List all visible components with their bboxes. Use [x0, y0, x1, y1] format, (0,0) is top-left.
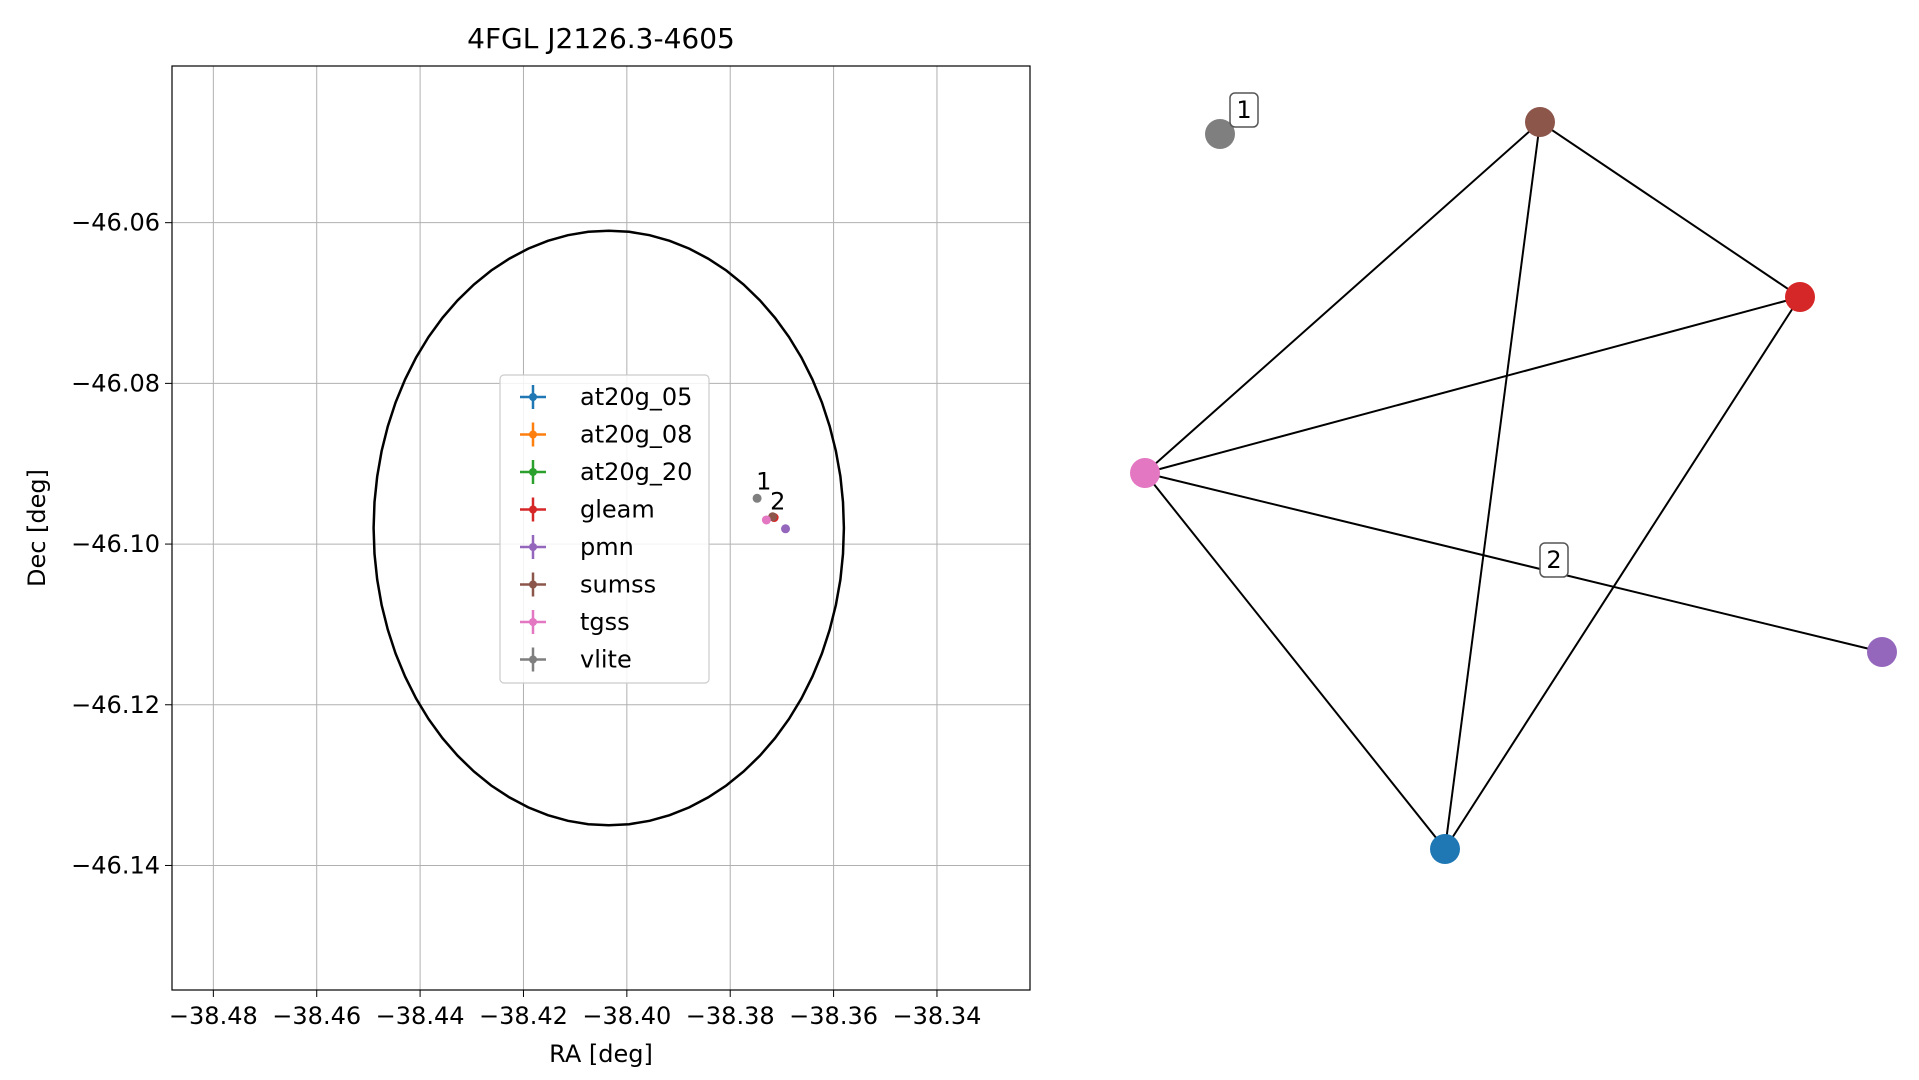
edge-gleam-at20g [1444, 296, 1801, 850]
y-tick-label: −46.14 [71, 851, 160, 879]
point-annotation: 2 [770, 487, 785, 515]
point-annotation: 1 [756, 467, 771, 495]
legend-item-sumss: sumss [520, 571, 656, 599]
node-tgss [1130, 458, 1160, 488]
localization-ellipse-layer [372, 229, 846, 827]
legend-label: tgss [580, 608, 630, 636]
localization-ellipse [372, 229, 846, 827]
source-points [752, 493, 791, 534]
legend-marker-dot [529, 505, 537, 514]
graph-label: 1 [1229, 92, 1259, 128]
legend-label: pmn [580, 533, 634, 561]
point-pmn [781, 524, 791, 534]
y-tick-label: −46.10 [71, 530, 160, 558]
x-tick-label: −38.34 [893, 1002, 982, 1030]
legend-marker-dot [529, 468, 537, 476]
point-vlite [752, 493, 762, 503]
x-tick-label: −38.38 [686, 1002, 775, 1030]
legend-label: at20g_20 [580, 458, 692, 486]
node-sumss [1525, 107, 1555, 137]
legend-item-at20g_08: at20g_08 [520, 421, 692, 449]
graph-label-box [1229, 92, 1259, 128]
x-tick-label: −38.48 [169, 1002, 258, 1030]
point-tgss [761, 515, 771, 525]
x-tick-label: −38.42 [479, 1002, 568, 1030]
legend-label: at20g_08 [580, 421, 692, 449]
x-tick-label: −38.46 [272, 1002, 361, 1030]
edge-tgss-at20g [1144, 472, 1446, 850]
edge-sumss-at20g [1444, 121, 1541, 850]
legend-item-vlite: vlite [520, 646, 632, 674]
y-tick-label: −46.12 [71, 691, 160, 719]
x-tick-label: −38.40 [582, 1002, 671, 1030]
edge-tgss-gleam [1144, 296, 1801, 474]
legend-item-pmn: pmn [520, 533, 634, 561]
annotation-layer: 12 [756, 467, 785, 515]
graph-edges [1144, 121, 1883, 850]
legend-item-at20g_20: at20g_20 [520, 458, 692, 486]
legend-item-tgss: tgss [520, 608, 630, 636]
graph-nodes [1130, 107, 1897, 864]
node-at20g [1430, 834, 1460, 864]
chart-title: 4FGL J2126.3-4605 [467, 22, 735, 55]
legend-item-at20g_05: at20g_05 [520, 383, 692, 411]
y-tick-label: −46.06 [71, 209, 160, 237]
legend-marker-dot [529, 580, 537, 589]
x-axis-label: RA [deg] [549, 1040, 653, 1068]
edge-tgss-pmn [1144, 472, 1883, 653]
x-tick-label: −38.36 [789, 1002, 878, 1030]
legend-marker-dot [529, 393, 537, 401]
axes-frame [171, 65, 1031, 991]
node-vlite [1205, 119, 1235, 149]
edge-tgss-sumss [1144, 121, 1541, 474]
graph-label-text: 1 [1236, 96, 1251, 124]
legend-marker-dot [529, 618, 537, 626]
legend-label: at20g_05 [580, 383, 692, 411]
association-graph: 12 [1130, 92, 1897, 864]
node-pmn [1867, 637, 1897, 667]
graph-label-text: 2 [1546, 546, 1561, 574]
graph-labels: 12 [1229, 92, 1569, 578]
y-tick-label: −46.08 [71, 369, 160, 397]
legend-label: sumss [580, 571, 656, 599]
graph-label-box [1539, 542, 1569, 578]
axis-ticks: −38.48 −38.46 −38.44 −38.42 −38.40 −38.38 −38.… [71, 209, 981, 1030]
y-axis-label: Dec [deg] [23, 469, 51, 587]
x-tick-label: −38.44 [376, 1002, 465, 1030]
edge-sumss-gleam [1539, 121, 1801, 298]
legend-marker-dot [529, 430, 537, 439]
graph-label: 2 [1539, 542, 1569, 578]
legend-marker-dot [529, 655, 537, 664]
legend-label: gleam [580, 496, 655, 524]
node-gleam [1785, 282, 1815, 312]
legend-label: vlite [580, 646, 632, 674]
legend-marker-dot [529, 543, 537, 551]
legend-box [499, 374, 710, 684]
legend-item-gleam: gleam [520, 496, 655, 524]
